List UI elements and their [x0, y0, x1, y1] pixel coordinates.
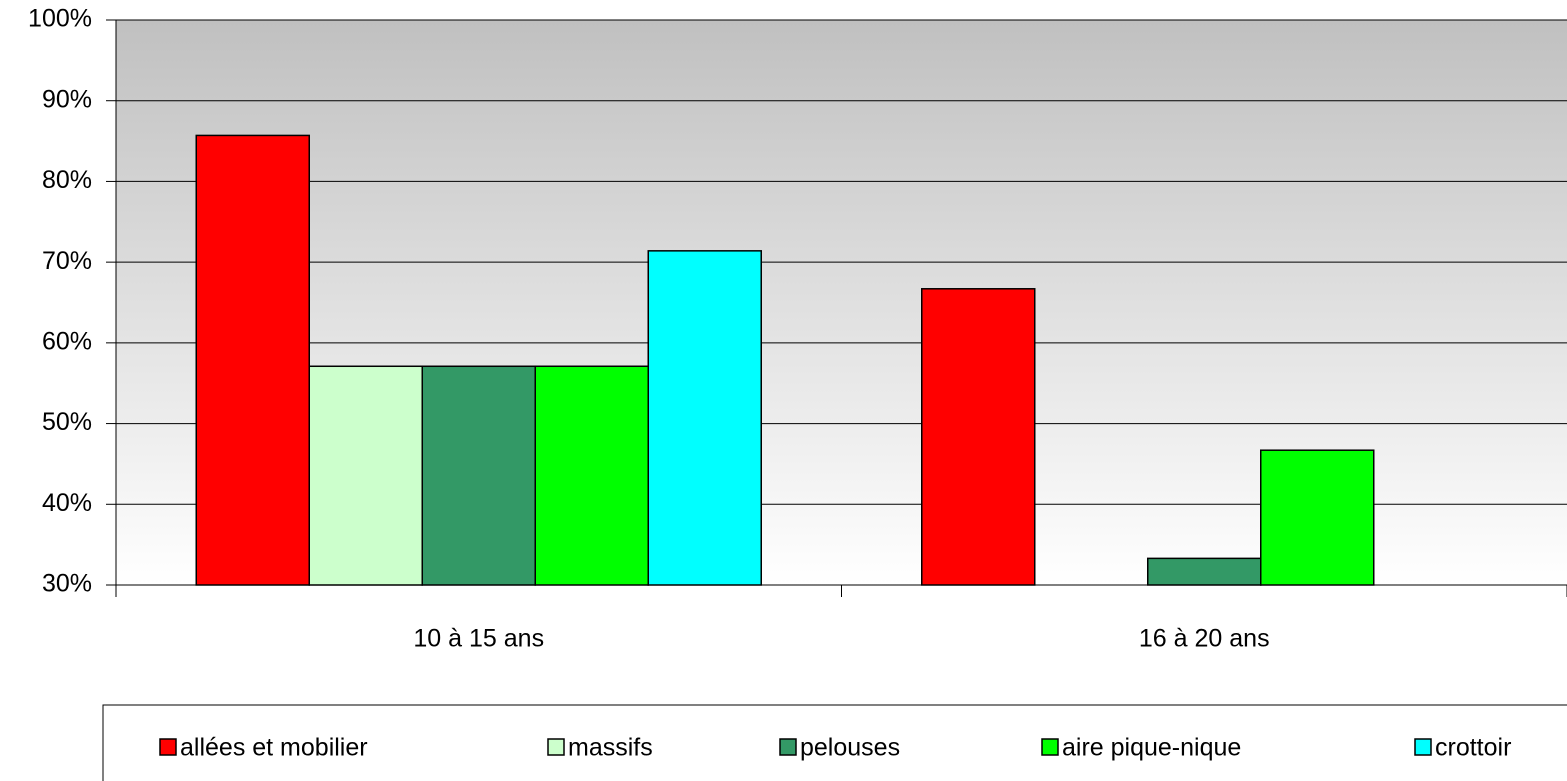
legend-swatch — [547, 738, 565, 756]
legend-swatch — [1414, 738, 1432, 756]
bar — [1260, 449, 1375, 586]
y-tick-label: 30% — [42, 570, 92, 598]
x-tick-label: 16 à 20 ans — [1139, 625, 1270, 653]
y-tick-label: 40% — [42, 489, 92, 517]
bar — [308, 365, 423, 586]
bar — [921, 288, 1036, 586]
legend-label: massifs — [568, 734, 653, 762]
bar — [1147, 557, 1262, 586]
legend-label: pelouses — [800, 734, 900, 762]
y-tick-label: 80% — [42, 166, 92, 194]
bar — [647, 250, 762, 586]
bar — [195, 134, 310, 586]
legend-swatch — [159, 738, 177, 756]
legend-label: crottoir — [1435, 734, 1511, 762]
bar — [534, 365, 649, 586]
y-tick-label: 70% — [42, 247, 92, 275]
y-tick-label: 100% — [28, 5, 92, 33]
legend-label: aire pique-nique — [1062, 734, 1241, 762]
legend-swatch — [1041, 738, 1059, 756]
legend-box — [102, 704, 1567, 781]
legend-swatch — [779, 738, 797, 756]
y-tick-label: 60% — [42, 327, 92, 355]
y-tick-label: 50% — [42, 408, 92, 436]
bar — [421, 365, 536, 586]
legend-label: allées et mobilier — [180, 734, 368, 762]
x-tick-label: 10 à 15 ans — [413, 625, 544, 653]
y-tick-label: 90% — [42, 85, 92, 113]
